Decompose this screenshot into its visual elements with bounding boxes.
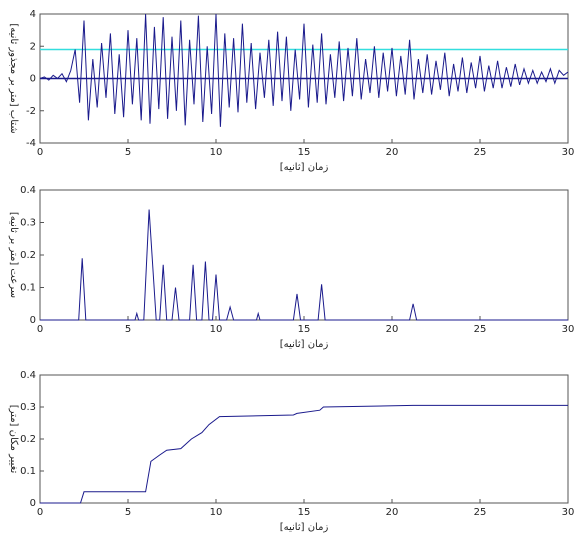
plot-frame (39, 189, 569, 321)
x-tick-label: 0 (37, 507, 43, 518)
x-tick-label: 0 (37, 324, 43, 335)
y-tick-label: 2 (30, 41, 36, 52)
y-axis-label: شتاب [متر بر مجذور ثانیه] (8, 23, 19, 133)
data-line (40, 404, 568, 504)
x-tick-label: 10 (210, 324, 223, 335)
y-tick-label: 0 (30, 315, 36, 326)
y-tick-label: 0.1 (20, 283, 36, 294)
x-tick-label: 30 (562, 507, 575, 518)
y-tick-label: 0 (30, 498, 36, 509)
y-tick-label: -2 (26, 106, 36, 117)
x-tick-label: 25 (474, 147, 487, 158)
x-tick-label: 5 (125, 147, 131, 158)
x-tick-label: 15 (298, 507, 311, 518)
x-tick-label: 5 (125, 507, 131, 518)
y-tick-label: 0 (30, 74, 36, 85)
x-axis-label: زمان [ثانیه] (280, 522, 329, 533)
x-tick-label: 10 (210, 507, 223, 518)
plot-frame (39, 374, 569, 504)
x-tick-label: 30 (562, 147, 575, 158)
x-tick-label: 20 (386, 507, 399, 518)
y-tick-label: 0.2 (20, 250, 36, 261)
data-line (40, 209, 568, 321)
y-tick-label: 0.4 (20, 370, 36, 381)
y-tick-label: 4 (30, 9, 36, 20)
x-tick-label: 20 (386, 147, 399, 158)
y-tick-label: 0.1 (20, 466, 36, 477)
x-tick-label: 15 (298, 324, 311, 335)
x-tick-label: 30 (562, 324, 575, 335)
x-axis-label: زمان [ثانیه] (280, 162, 329, 173)
x-tick-label: 25 (474, 324, 487, 335)
y-axis-label: سرعت [متر بر ثانیه] (8, 212, 19, 298)
x-tick-label: 25 (474, 507, 487, 518)
y-tick-label: 0.2 (20, 434, 36, 445)
data-line (39, 13, 569, 127)
y-axis-label: تغییر مکان [متر] (8, 405, 19, 474)
x-tick-label: 0 (37, 147, 43, 158)
y-tick-label: -4 (26, 138, 36, 149)
x-tick-label: 15 (298, 147, 311, 158)
y-tick-label: 0.4 (20, 185, 36, 196)
x-tick-label: 5 (125, 324, 131, 335)
y-tick-label: 0.3 (20, 218, 36, 229)
y-tick-label: 0.3 (20, 402, 36, 413)
x-tick-label: 10 (210, 147, 223, 158)
x-axis-label: زمان [ثانیه] (280, 339, 329, 350)
x-tick-label: 20 (386, 324, 399, 335)
